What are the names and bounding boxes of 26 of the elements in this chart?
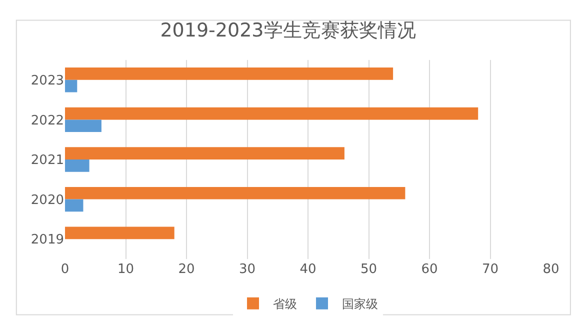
x-tick-label: 10 (117, 262, 134, 277)
x-tick-label: 20 (178, 262, 195, 277)
x-tick-label: 30 (238, 262, 256, 277)
bar (65, 186, 406, 200)
bar (65, 160, 90, 172)
bar (65, 120, 102, 132)
y-tick-label: 2023 (30, 73, 64, 88)
x-tick-label: 80 (542, 262, 560, 277)
x-tick-label: 0 (60, 262, 70, 277)
x-tick-label: 60 (421, 262, 438, 277)
legend-label: 国家级 (342, 297, 378, 312)
bar (65, 107, 478, 120)
x-tick-label: 50 (360, 262, 378, 277)
y-tick-label: 2020 (30, 192, 64, 208)
y-tick-label: 2021 (30, 153, 64, 168)
chart-title: 2019-2023学生竞赛获奖情况 (160, 19, 416, 42)
bar (65, 226, 174, 240)
bar (65, 80, 78, 92)
bar (65, 68, 394, 80)
bar (65, 199, 84, 212)
x-tick-label: 70 (482, 262, 499, 277)
x-tick-label: 40 (300, 262, 316, 277)
y-tick-label: 2022 (30, 113, 64, 128)
bar (65, 147, 344, 160)
legend-label: 省级 (273, 297, 297, 312)
y-tick-label: 2019 (30, 232, 64, 248)
